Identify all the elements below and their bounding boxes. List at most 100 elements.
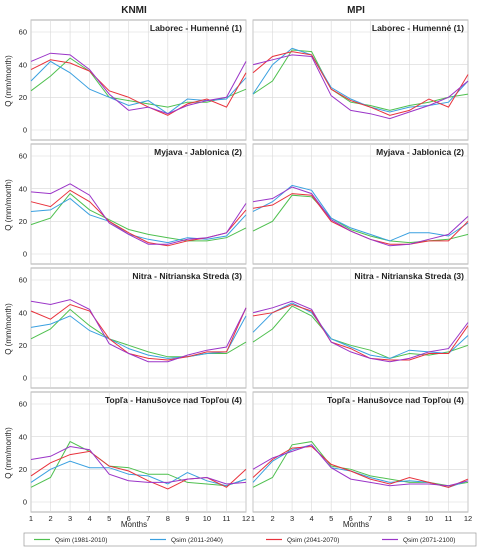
y-tick-label: 20 — [19, 217, 27, 226]
panel-title: Topľa - Hanušovce nad Topľou (4) — [105, 395, 242, 405]
legend: Qsim (1981-2010) Qsim (2011-2040) Qsim (20… — [23, 532, 477, 547]
legend-label: Qsim (2071-2100) — [403, 537, 455, 544]
panel-title: Laborec - Humenné (1) — [372, 23, 464, 33]
panel-2: Laborec - Humenné (1) — [252, 19, 469, 141]
x-tick-label: 2 — [48, 514, 52, 523]
y-tick-label: 40 — [19, 308, 27, 317]
y-tick-label: 20 — [19, 93, 27, 102]
series-line — [30, 197, 247, 244]
x-tick-label: 12 — [464, 514, 472, 523]
panel-title: Myjava - Jablonica (2) — [376, 147, 464, 157]
x-axis-label-knmi: Months — [121, 520, 147, 529]
series-line — [30, 303, 247, 361]
x-tick-label: 3 — [68, 514, 72, 523]
panel-title: Topľa - Hanušovce nad Topľou (4) — [327, 395, 464, 405]
x-tick-label: 10 — [203, 514, 211, 523]
x-tick-label: 4 — [88, 514, 92, 523]
x-tick-label: 6 — [127, 514, 131, 523]
x-tick-label: 4 — [310, 514, 314, 523]
column-title-mpi: MPI — [347, 5, 365, 16]
series-line — [252, 186, 469, 247]
series-line — [252, 305, 469, 359]
x-tick-label: 7 — [368, 514, 372, 523]
panel-frame — [252, 267, 469, 389]
series-line — [252, 300, 469, 363]
x-tick-label: 5 — [107, 514, 111, 523]
series-line — [252, 47, 469, 113]
x-tick-label: 1 — [29, 514, 33, 523]
panel-title: Nitra - Nitrianska Streda (3) — [132, 271, 242, 281]
series-line — [252, 184, 469, 242]
y-tick-label: 60 — [19, 152, 27, 161]
y-tick-label: 60 — [19, 28, 27, 37]
y-tick-label: 60 — [19, 276, 27, 285]
panel-frame — [30, 391, 247, 513]
series-line — [252, 445, 469, 488]
legend-frame — [23, 532, 477, 547]
x-tick-label: 5 — [329, 514, 333, 523]
y-tick-label: 40 — [19, 184, 27, 193]
x-tick-label: 12 — [242, 514, 250, 523]
y-tick-label: 40 — [19, 432, 27, 441]
series-line — [30, 52, 247, 115]
y-axis-label-row-4: Q (mm/month) — [4, 427, 13, 479]
legend-label: Qsim (2011-2040) — [171, 537, 223, 544]
y-axis-label-row-1: Q (mm/month) — [4, 55, 13, 107]
panel-title: Nitra - Nitrianska Streda (3) — [354, 271, 464, 281]
panel-title: Myjava - Jablonica (2) — [154, 147, 242, 157]
series-line — [30, 460, 247, 487]
series-line — [30, 183, 247, 245]
column-title-knmi: KNMI — [121, 5, 147, 16]
x-tick-label: 2 — [270, 514, 274, 523]
x-tick-label: 11 — [445, 514, 453, 523]
panel-frame — [30, 267, 247, 389]
series-line — [252, 51, 469, 116]
panel-frame — [252, 143, 469, 265]
series-line — [30, 192, 247, 242]
series-line — [30, 299, 247, 363]
x-tick-label: 8 — [388, 514, 392, 523]
legend-label: Qsim (1981-2010) — [55, 537, 107, 544]
legend-label: Qsim (2041-2070) — [287, 537, 339, 544]
x-tick-label: 11 — [223, 514, 231, 523]
series-line — [252, 302, 469, 359]
y-tick-label: 0 — [23, 374, 27, 383]
series-line — [252, 54, 469, 120]
panel-6: Nitra - Nitrianska Streda (3) — [252, 267, 469, 389]
series-line — [30, 315, 247, 359]
y-tick-label: 20 — [19, 341, 27, 350]
y-tick-label: 40 — [19, 60, 27, 69]
panel-5: 0 20 40 60 Nitra - Nitrianska Streda (3) — [19, 267, 247, 389]
x-tick-label: 10 — [425, 514, 433, 523]
y-tick-label: 20 — [19, 465, 27, 474]
y-axis-label-row-3: Q (mm/month) — [4, 303, 13, 355]
x-tick-label: 7 — [146, 514, 150, 523]
series-line — [30, 445, 247, 485]
panel-1: 0 20 40 60 Laborec - Humenné (1) — [19, 19, 247, 141]
x-tick-label: 3 — [290, 514, 294, 523]
series-line — [252, 444, 469, 487]
panel-frame — [252, 19, 469, 141]
x-tick-label: 9 — [407, 514, 411, 523]
y-tick-label: 0 — [23, 250, 27, 259]
panel-title: Laborec - Humenné (1) — [150, 23, 242, 33]
panel-4: Myjava - Jablonica (2) — [252, 143, 469, 265]
x-tick-label: 8 — [166, 514, 170, 523]
y-tick-label: 0 — [23, 498, 27, 507]
x-tick-label: 6 — [349, 514, 353, 523]
panel-frame — [30, 143, 247, 265]
series-line — [30, 450, 247, 490]
panel-3: 0 20 40 60 Myjava - Jablonica (2) — [19, 143, 247, 265]
x-tick-label: 9 — [185, 514, 189, 523]
series-line — [252, 303, 469, 361]
y-axis-label-row-2: Q (mm/month) — [4, 179, 13, 231]
x-tick-label: 1 — [251, 514, 255, 523]
y-tick-label: 60 — [19, 400, 27, 409]
x-axis-label-mpi: Months — [343, 520, 369, 529]
y-tick-label: 0 — [23, 126, 27, 135]
panel-frame — [30, 19, 247, 141]
